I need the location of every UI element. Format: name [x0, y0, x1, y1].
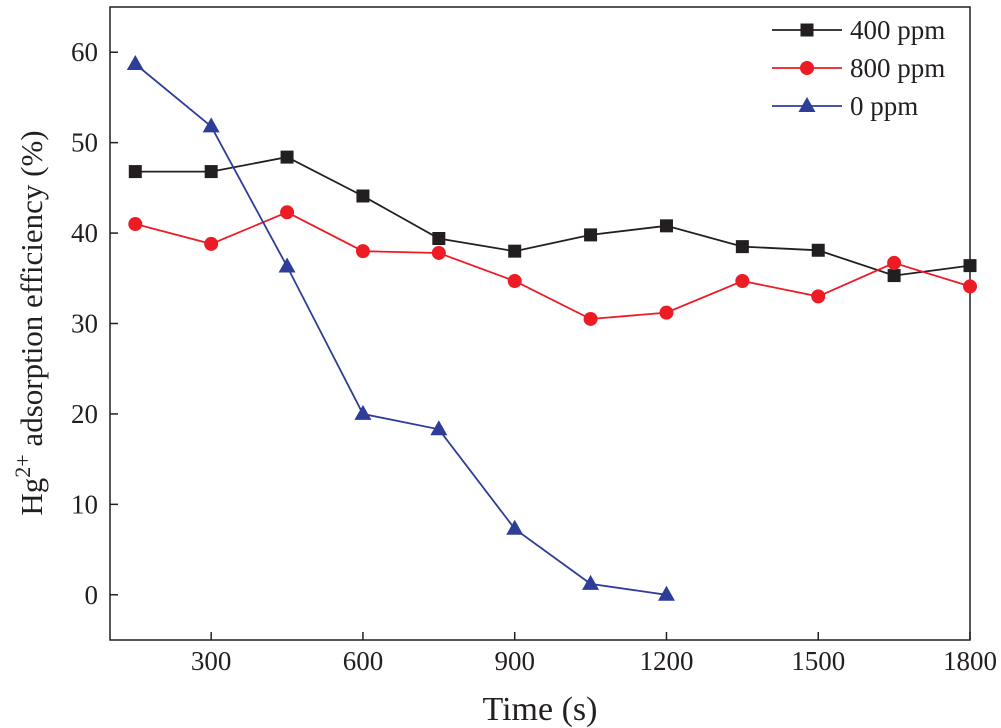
series-point [431, 245, 446, 260]
series-point [659, 305, 674, 320]
series-point [507, 273, 522, 288]
series-point [582, 574, 600, 590]
series-line [135, 211, 971, 320]
series-2 [128, 205, 977, 326]
series-point [659, 219, 673, 233]
y-tick-label: 0 [85, 580, 99, 610]
series-point [584, 228, 598, 242]
series-point [811, 289, 826, 304]
x-tick-label: 600 [343, 646, 384, 676]
legend-item: 0 ppm [772, 91, 918, 121]
series-line [134, 63, 667, 596]
y-tick-label: 60 [71, 37, 98, 67]
series-point [811, 243, 825, 257]
series-point [354, 404, 372, 420]
series-point [126, 54, 144, 70]
legend-label: 0 ppm [850, 91, 918, 121]
series-point [280, 205, 295, 220]
y-tick-label: 40 [71, 218, 98, 248]
series-point [280, 150, 294, 164]
legend-item: 800 ppm [772, 53, 945, 83]
series-point [356, 189, 370, 203]
series-3 [126, 54, 675, 601]
x-axis-ticks: 300 600 900 1200 1500 1800 [191, 632, 997, 676]
y-axis-label-superscript: 2+ [10, 454, 35, 477]
legend-item: 400 ppm [772, 15, 945, 45]
legend-marker [798, 97, 816, 112]
y-axis-label: Hg2+ adsorption efficiency (%) [10, 130, 49, 515]
legend-marker [800, 61, 814, 75]
series-point [887, 269, 901, 283]
series-point [278, 257, 296, 273]
x-tick-label: 900 [494, 646, 535, 676]
series-point [204, 165, 218, 179]
legend-label: 400 ppm [850, 15, 945, 45]
series-point [430, 420, 448, 436]
series-point [128, 165, 142, 179]
series-line [135, 156, 971, 277]
series-layer [126, 54, 977, 601]
series-point [657, 585, 675, 601]
series-point [506, 519, 524, 535]
legend-marker [800, 23, 814, 37]
series-point [202, 117, 220, 133]
series-point [963, 279, 977, 294]
y-tick-label: 30 [71, 309, 98, 339]
x-axis-label: Time (s) [483, 691, 598, 728]
x-tick-label: 1800 [943, 646, 997, 676]
plot-frame [109, 6, 971, 641]
series-point [204, 236, 219, 251]
legend-label: 800 ppm [850, 53, 945, 83]
y-axis-label-base: Hg [14, 478, 49, 516]
x-tick-label: 1200 [639, 646, 693, 676]
series-point [583, 311, 598, 326]
x-tick-label: 1500 [791, 646, 845, 676]
series-point [887, 255, 902, 270]
series-point [963, 259, 977, 273]
y-tick-label: 20 [71, 399, 98, 429]
series-point [432, 231, 446, 245]
y-axis-label-rest: adsorption efficiency (%) [14, 130, 49, 454]
series-point [508, 244, 522, 258]
legend: 400 ppm 800 ppm 0 ppm [772, 15, 945, 121]
series-1 [128, 150, 977, 283]
series-point [128, 217, 143, 232]
y-tick-label: 10 [71, 489, 98, 519]
series-point [735, 273, 750, 288]
series-point [355, 244, 370, 259]
x-tick-label: 300 [191, 646, 232, 676]
y-tick-label: 50 [71, 128, 98, 158]
y-axis-ticks: 0 10 20 30 40 50 60 [71, 37, 118, 610]
series-point [735, 240, 749, 254]
